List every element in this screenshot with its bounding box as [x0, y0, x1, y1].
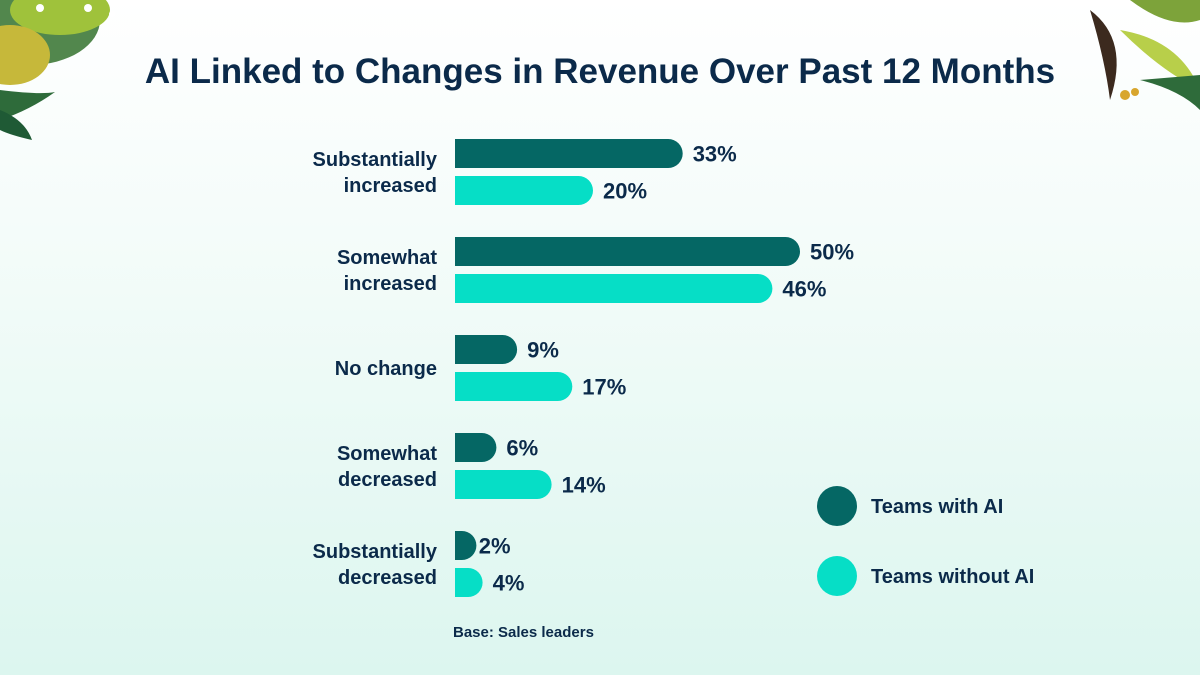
category-label: Substantially increased	[313, 149, 438, 197]
bar-with-ai	[455, 335, 518, 364]
footnote: Base: Sales leaders	[453, 624, 594, 641]
value-label: 6%	[506, 436, 538, 461]
bar-without-ai	[455, 470, 552, 499]
legend-swatch	[817, 486, 857, 526]
category-label: Somewhat decreased	[337, 443, 437, 491]
bar-with-ai	[455, 237, 800, 266]
bar-without-ai	[455, 176, 593, 205]
value-label: 20%	[603, 179, 647, 204]
category-label: No change	[335, 358, 437, 380]
value-label: 14%	[562, 473, 606, 498]
category-label: Substantially decreased	[313, 541, 438, 589]
bar-without-ai	[455, 568, 483, 597]
value-label: 9%	[527, 338, 559, 363]
chart-title: AI Linked to Changes in Revenue Over Pas…	[144, 52, 1056, 91]
legend-swatch	[817, 556, 857, 596]
value-label: 46%	[782, 277, 826, 302]
legend-label: Teams with AI	[871, 496, 1003, 518]
legend-label: Teams without AI	[871, 566, 1034, 588]
bar-with-ai	[455, 531, 477, 560]
bar-with-ai	[455, 433, 497, 462]
bar-with-ai	[455, 139, 683, 168]
value-label: 2%	[479, 534, 511, 559]
value-label: 50%	[810, 240, 854, 265]
bar-without-ai	[455, 372, 573, 401]
category-label: Somewhat increased	[337, 247, 437, 295]
value-label: 33%	[693, 142, 737, 167]
value-label: 4%	[493, 571, 525, 596]
bar-without-ai	[455, 274, 773, 303]
value-label: 17%	[582, 375, 626, 400]
